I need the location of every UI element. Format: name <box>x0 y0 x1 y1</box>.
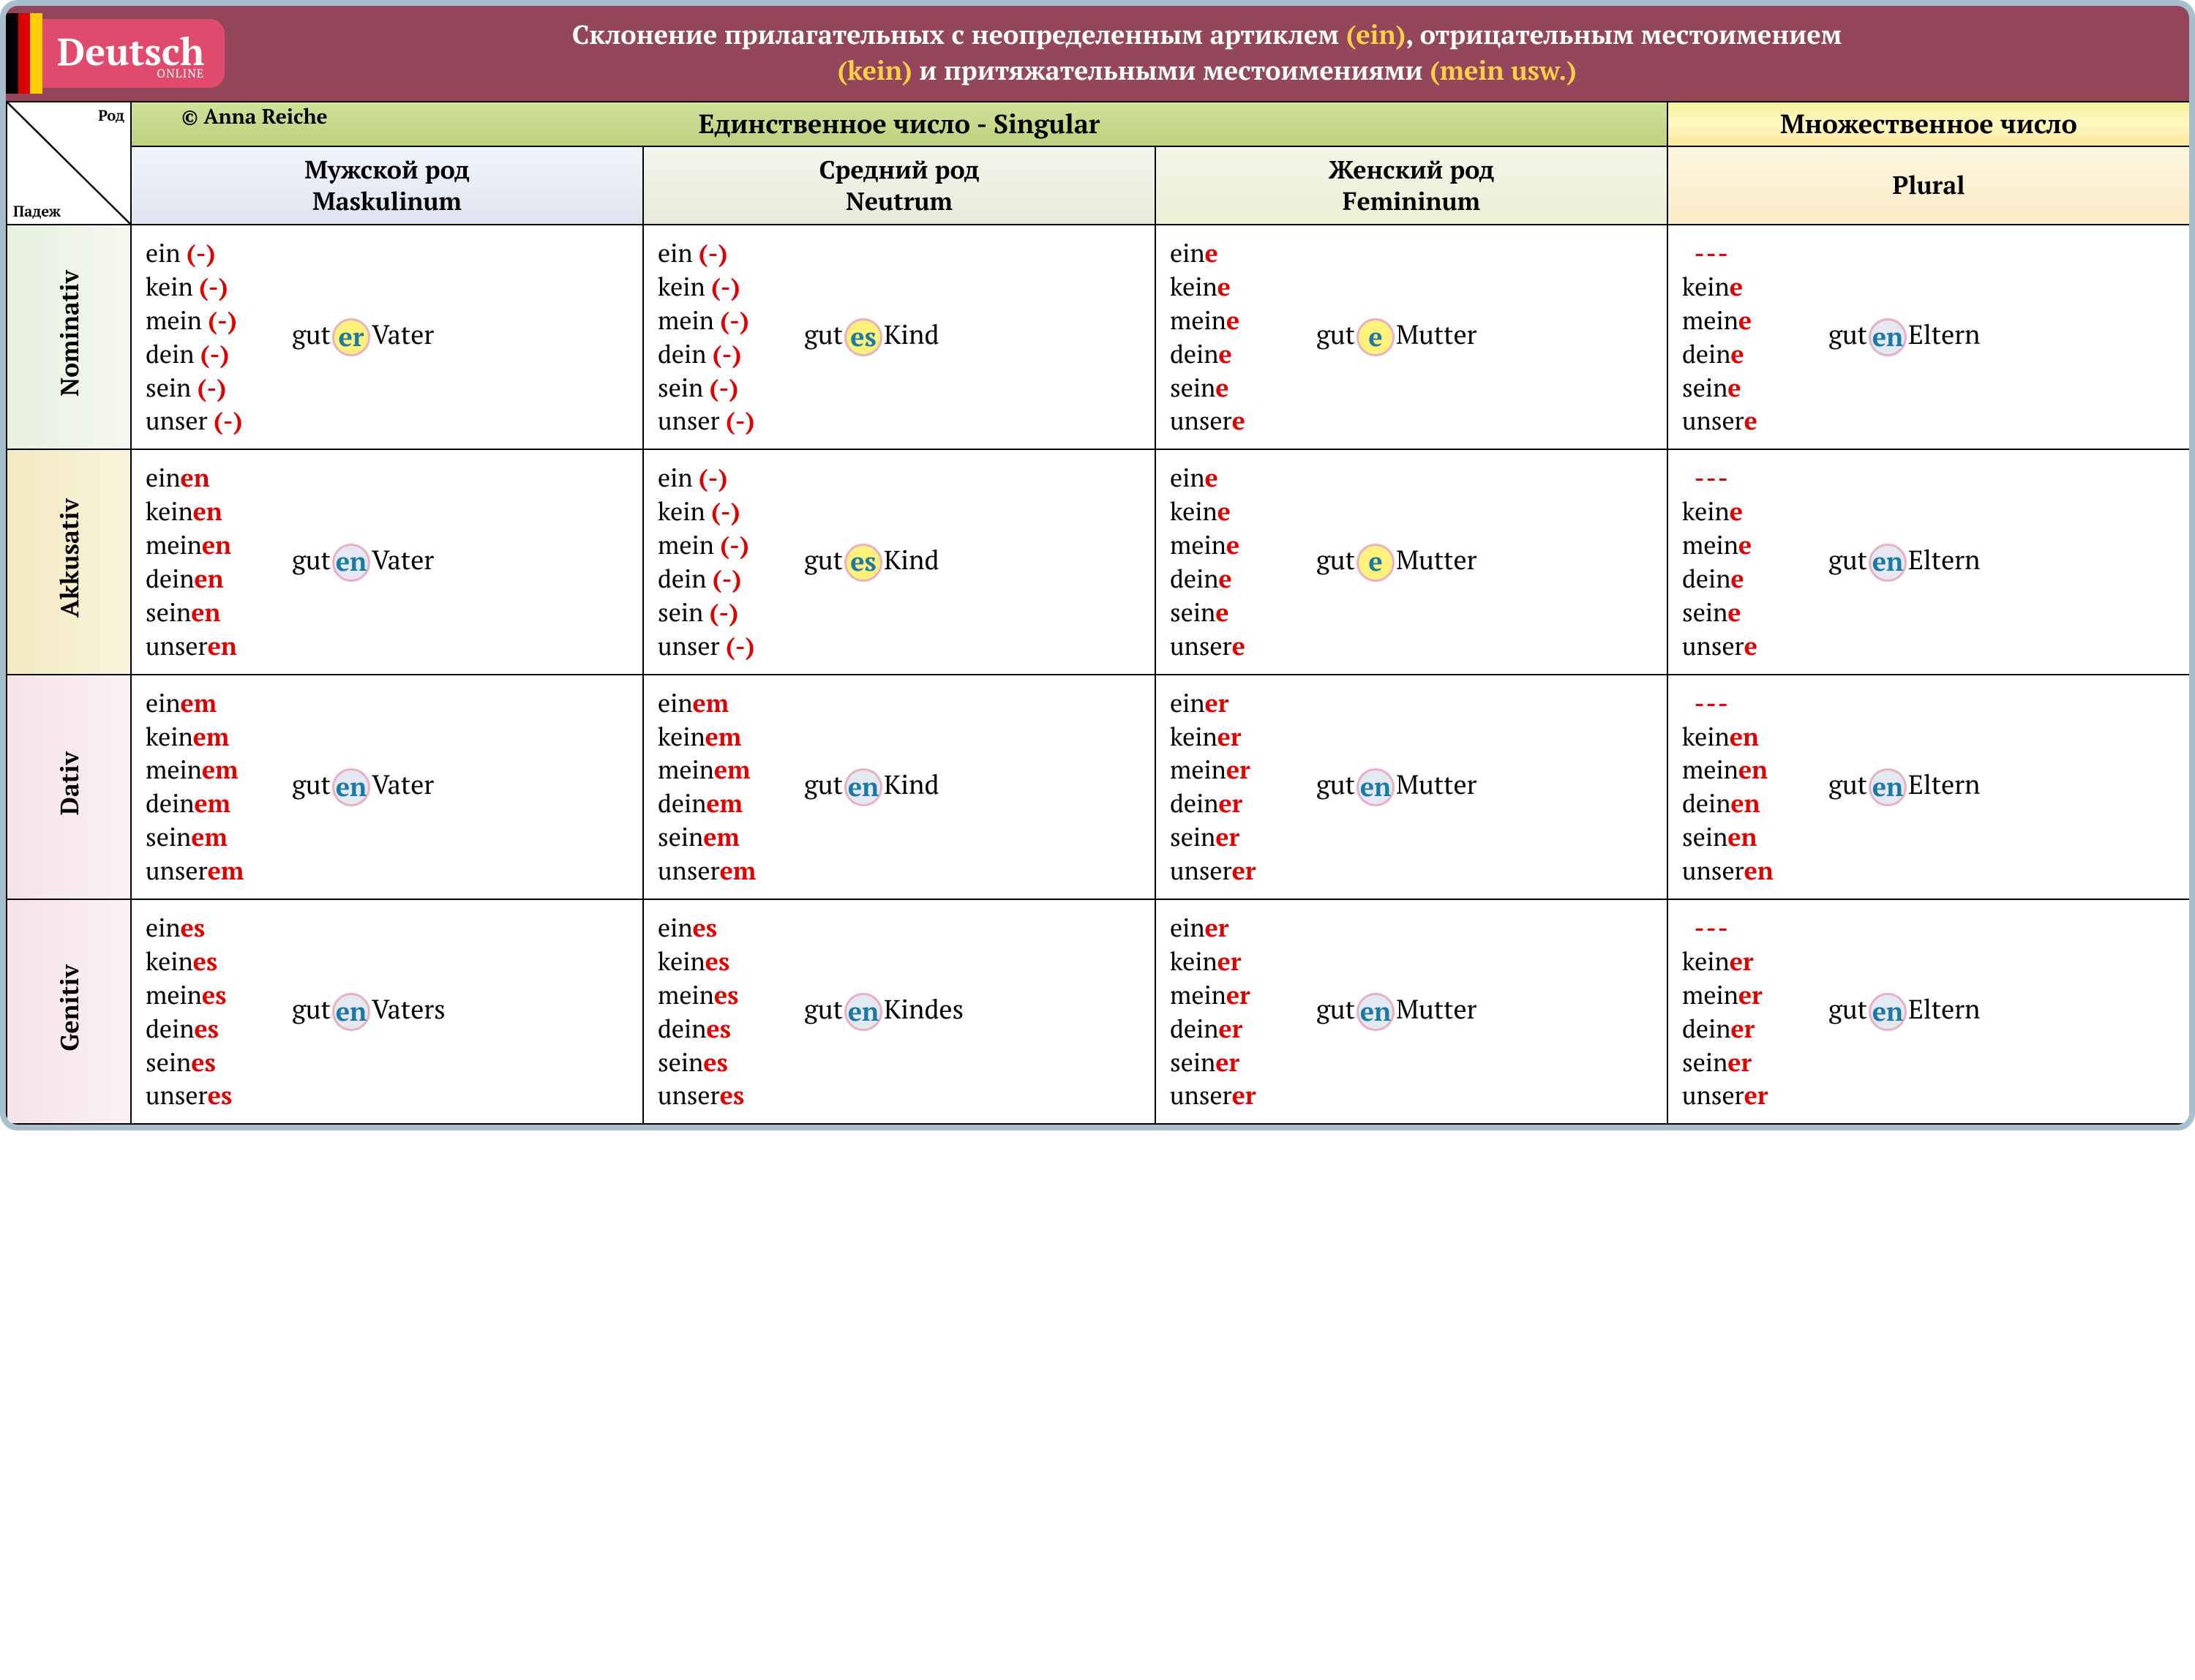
cell-nominativ-n: ein (-)kein (-)mein (-)dein (-)sein (-)u… <box>643 225 1155 449</box>
article-list: ---keinemeinedeineseineunsere <box>1682 461 1814 662</box>
cell-genitiv-f: einerkeinermeinerdeinerseinerunserer gute… <box>1155 899 1667 1124</box>
adjective-example: gutenEltern <box>1828 992 2181 1031</box>
row-dativ: Dativeinemkeinemmeinemdeinemseinemunsere… <box>7 675 2190 899</box>
cell-dativ-f: einerkeinermeinerdeinerseinerunserer gute… <box>1155 675 1667 899</box>
article-list: einemkeinemmeinemdeinemseinemunserem <box>658 686 789 888</box>
corner-cell: Род Падеж <box>7 102 131 225</box>
cell-akkusativ-n: ein (-)kein (-)mein (-)dein (-)sein (-)u… <box>643 449 1155 674</box>
article-list: einekeinemeinedeineseineunsere <box>1170 461 1302 662</box>
copyright: © Anna Reiche <box>181 103 328 130</box>
adjective-example: gutenKindes <box>804 992 1147 1031</box>
adjective-example: gutenEltern <box>1828 318 2181 356</box>
row-genitiv: Genitiveineskeinesmeinesdeinesseinesunse… <box>7 899 2190 1124</box>
article-list: ein (-)kein (-)mein (-)dein (-)sein (-)u… <box>146 236 277 438</box>
header-row-1: Род Падеж Единственное число - Singular … <box>7 102 2190 146</box>
corner-bot: Падеж <box>13 201 61 221</box>
col-plural: Plural <box>1667 146 2190 225</box>
cell-dativ-m: einemkeinemmeinemdeinemseinemunserem gute… <box>131 675 643 899</box>
brand-logo: Deutsch ONLINE <box>42 19 225 88</box>
corner-top: Род <box>98 105 124 125</box>
article-list: eineskeinesmeinesdeinesseinesunseres <box>146 911 277 1112</box>
cell-genitiv-m: eineskeinesmeinesdeinesseinesunseres gute… <box>131 899 643 1124</box>
row-akkusativ: Akkusativeinenkeinenmeinendeinenseinenun… <box>7 449 2190 674</box>
article-list: einenkeinenmeinendeinenseinenunseren <box>146 461 277 662</box>
adjective-example: gutenKind <box>804 768 1147 806</box>
cell-dativ-p: ---keinenmeinendeinenseinenunseren gutenE… <box>1667 675 2190 899</box>
cell-akkusativ-m: einenkeinenmeinendeinenseinenunseren gute… <box>131 449 643 674</box>
article-list: einerkeinermeinerdeinerseinerunserer <box>1170 686 1302 888</box>
row-nominativ: Nominativein (-)kein (-)mein (-)dein (-)… <box>7 225 2190 449</box>
adjective-example: gutesKind <box>804 543 1147 582</box>
header-plural: Множественное число <box>1667 102 2190 146</box>
cell-genitiv-n: eineskeinesmeinesdeinesseinesunseres gute… <box>643 899 1155 1124</box>
case-label-dativ: Dativ <box>7 675 131 899</box>
article-list: ---keinenmeinendeinenseinenunseren <box>1682 686 1814 888</box>
germany-flag-icon <box>6 13 42 94</box>
adjective-example: guteMutter <box>1316 318 1659 356</box>
cell-dativ-n: einemkeinemmeinemdeinemseinemunserem gute… <box>643 675 1155 899</box>
col-masculine: Мужской родMaskulinum <box>131 146 643 225</box>
declension-table: Род Падеж Единственное число - Singular … <box>6 101 2191 1125</box>
page-title: Склонение прилагательных с неопределенны… <box>247 18 2167 89</box>
adjective-example: gutenVaters <box>292 992 634 1031</box>
cell-akkusativ-f: einekeinemeinedeineseineunsere guteMutter <box>1155 449 1667 674</box>
logo-block: Deutsch ONLINE <box>6 13 225 94</box>
adjective-example: gutenMutter <box>1316 992 1659 1031</box>
article-list: einekeinemeinedeineseineunsere <box>1170 236 1302 438</box>
article-list: einerkeinermeinerdeinerseinerunserer <box>1170 911 1302 1112</box>
col-feminine: Женский родFemininum <box>1155 146 1667 225</box>
title-banner: Deutsch ONLINE Склонение прилагательных … <box>6 6 2189 101</box>
adjective-example: gutenEltern <box>1828 768 2181 806</box>
case-label-nominativ: Nominativ <box>7 225 131 449</box>
article-list: ein (-)kein (-)mein (-)dein (-)sein (-)u… <box>658 236 789 438</box>
header-row-2: Мужской родMaskulinum Средний родNeutrum… <box>7 146 2190 225</box>
cell-genitiv-p: ---keinermeinerdeinerseinerunserer gutenE… <box>1667 899 2190 1124</box>
cell-nominativ-f: einekeinemeinedeineseineunsere guteMutter <box>1155 225 1667 449</box>
case-label-akkusativ: Akkusativ <box>7 449 131 674</box>
case-label-genitiv: Genitiv <box>7 899 131 1124</box>
adjective-example: guterVater <box>292 318 634 356</box>
article-list: eineskeinesmeinesdeinesseinesunseres <box>658 911 789 1112</box>
adjective-example: gutenVater <box>292 543 634 582</box>
article-list: ---keinermeinerdeinerseinerunserer <box>1682 911 1814 1112</box>
cell-nominativ-m: ein (-)kein (-)mein (-)dein (-)sein (-)u… <box>131 225 643 449</box>
cell-akkusativ-p: ---keinemeinedeineseineunsere gutenEltern <box>1667 449 2190 674</box>
article-list: einemkeinemmeinemdeinemseinemunserem <box>146 686 277 888</box>
page: Deutsch ONLINE Склонение прилагательных … <box>0 0 2195 1130</box>
cell-nominativ-p: ---keinemeinedeineseineunsere gutenEltern <box>1667 225 2190 449</box>
adjective-example: gutesKind <box>804 318 1147 356</box>
adjective-example: gutenMutter <box>1316 768 1659 806</box>
article-list: ---keinemeinedeineseineunsere <box>1682 236 1814 438</box>
header-singular: Единственное число - Singular <box>131 102 1667 146</box>
col-neuter: Средний родNeutrum <box>643 146 1155 225</box>
adjective-example: gutenVater <box>292 768 634 806</box>
adjective-example: gutenEltern <box>1828 543 2181 582</box>
article-list: ein (-)kein (-)mein (-)dein (-)sein (-)u… <box>658 461 789 662</box>
adjective-example: guteMutter <box>1316 543 1659 582</box>
